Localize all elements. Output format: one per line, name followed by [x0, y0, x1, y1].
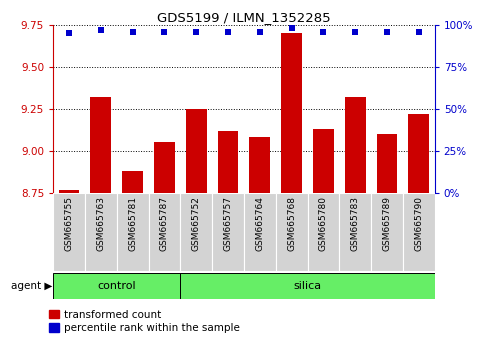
Point: [415, 29, 423, 34]
Bar: [276, 193, 308, 271]
Text: GSM665764: GSM665764: [256, 196, 264, 251]
Point: [288, 25, 296, 31]
Bar: [244, 193, 276, 271]
Bar: [122, 171, 143, 193]
Bar: [403, 193, 435, 271]
Bar: [409, 114, 429, 193]
Text: GSM665787: GSM665787: [160, 196, 169, 251]
Text: GSM665752: GSM665752: [192, 196, 201, 251]
Bar: [117, 193, 149, 271]
Bar: [186, 109, 207, 193]
Bar: [154, 142, 175, 193]
Bar: [250, 137, 270, 193]
Text: GSM665763: GSM665763: [96, 196, 105, 251]
Bar: [313, 129, 334, 193]
Bar: [149, 193, 180, 271]
Text: GSM665780: GSM665780: [319, 196, 328, 251]
Bar: [281, 33, 302, 193]
Text: GSM665757: GSM665757: [224, 196, 232, 251]
Text: GSM665768: GSM665768: [287, 196, 296, 251]
Title: GDS5199 / ILMN_1352285: GDS5199 / ILMN_1352285: [157, 11, 331, 24]
Text: GSM665781: GSM665781: [128, 196, 137, 251]
Bar: [218, 131, 238, 193]
Text: GSM665790: GSM665790: [414, 196, 423, 251]
Bar: [180, 273, 435, 299]
Text: control: control: [98, 281, 136, 291]
Bar: [212, 193, 244, 271]
Bar: [90, 97, 111, 193]
Point: [97, 27, 105, 33]
Text: agent ▶: agent ▶: [11, 281, 52, 291]
Bar: [53, 193, 85, 271]
Legend: transformed count, percentile rank within the sample: transformed count, percentile rank withi…: [49, 310, 240, 333]
Point: [192, 29, 200, 34]
Point: [320, 29, 327, 34]
Point: [65, 30, 73, 36]
Bar: [308, 193, 339, 271]
Bar: [377, 134, 398, 193]
Bar: [339, 193, 371, 271]
Bar: [59, 190, 79, 193]
Point: [224, 29, 232, 34]
Point: [256, 29, 264, 34]
Point: [383, 29, 391, 34]
Bar: [85, 193, 117, 271]
Text: GSM665755: GSM665755: [65, 196, 73, 251]
Bar: [53, 273, 180, 299]
Bar: [371, 193, 403, 271]
Text: silica: silica: [294, 281, 322, 291]
Text: GSM665783: GSM665783: [351, 196, 360, 251]
Point: [160, 29, 168, 34]
Point: [351, 29, 359, 34]
Point: [129, 29, 137, 34]
Bar: [345, 97, 366, 193]
Text: GSM665789: GSM665789: [383, 196, 392, 251]
Bar: [180, 193, 212, 271]
